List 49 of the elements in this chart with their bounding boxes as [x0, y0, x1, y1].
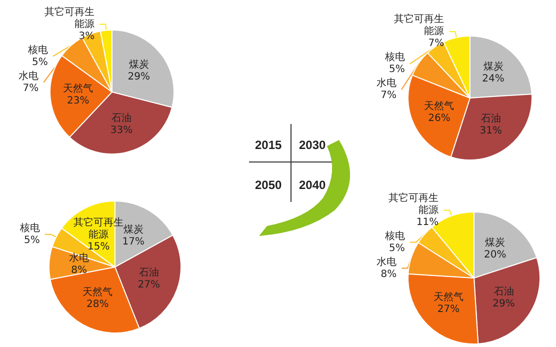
slice-label: 石油: [480, 112, 501, 124]
slice-label: 煤炭: [128, 58, 149, 71]
slice-label: 煤炭: [483, 60, 504, 73]
slice-label: 天然气: [424, 100, 454, 112]
data-label: 29%: [492, 298, 515, 310]
data-label: 26%: [428, 112, 450, 124]
slice-label: 其它可再生能源: [394, 13, 444, 38]
data-label: 11%: [416, 216, 439, 228]
data-label: 5%: [389, 64, 405, 76]
slice-label: 核电: [26, 44, 48, 56]
slice-label: 石油: [138, 266, 159, 279]
data-label: 5%: [389, 242, 405, 254]
slice-label: 煤炭: [123, 224, 144, 236]
data-label: 27%: [138, 280, 160, 291]
slice-label: 核电: [384, 230, 405, 242]
text: 2030: [299, 138, 326, 152]
slice-label: 其它可再生能源: [44, 6, 95, 30]
data-label: 24%: [482, 74, 504, 85]
data-label: 8%: [380, 268, 397, 280]
slice-label: 煤炭: [485, 236, 506, 248]
data-label: 20%: [484, 249, 506, 260]
text: 2040: [299, 178, 326, 192]
text: 2050: [255, 178, 282, 192]
data-label: 33%: [110, 125, 133, 136]
slice-label: 核电: [18, 222, 40, 234]
data-label: 8%: [71, 265, 88, 276]
slice-label: 水电: [376, 256, 397, 268]
data-label: 15%: [88, 241, 110, 252]
data-label: 23%: [67, 96, 90, 107]
data-label: 7%: [380, 90, 396, 102]
slice-label: 天然气: [82, 286, 113, 298]
data-label: 17%: [122, 236, 144, 248]
data-label: 7%: [428, 38, 444, 50]
slice-label: 水电: [18, 70, 39, 82]
data-label: 31%: [480, 125, 502, 136]
data-label: 29%: [128, 72, 150, 83]
data-label: 5%: [32, 56, 48, 68]
slice-label: 水电: [376, 77, 396, 90]
data-label: 28%: [86, 299, 109, 310]
slice-label: 核电: [384, 51, 405, 64]
slice-label: 天然气: [434, 290, 464, 303]
slice-label: 天然气: [63, 82, 94, 95]
slice-label: 石油: [494, 286, 514, 298]
data-label: 27%: [437, 304, 460, 315]
slice-label: 石油: [111, 112, 132, 124]
slice-label: 其它可再生能源: [388, 192, 439, 216]
text: 2015: [255, 138, 282, 152]
data-label: 7%: [22, 82, 39, 94]
data-label: 5%: [24, 234, 40, 246]
